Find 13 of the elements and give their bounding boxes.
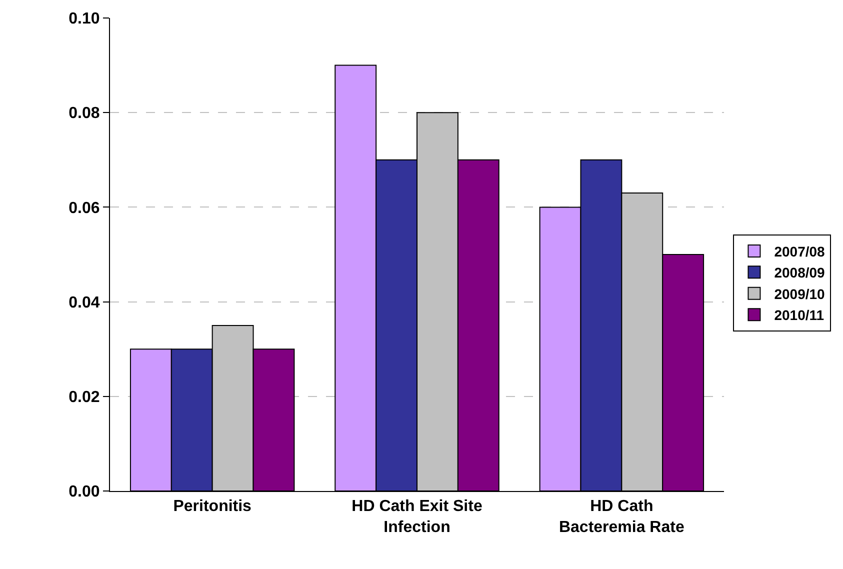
x-tick-label: HD Cath Bacteremia Rate — [558, 498, 684, 536]
x-tick-label: Peritonitis — [173, 498, 252, 516]
y-tick-label: 0.02 — [68, 389, 100, 406]
y-tick-label: 0.08 — [68, 105, 100, 122]
x-tick-label: HD Cath Exit Site Infection — [352, 498, 482, 536]
y-tick-label: 0.06 — [68, 200, 100, 217]
legend-label: 2010/11 — [774, 307, 824, 324]
legend-label: 2008/09 — [774, 264, 826, 281]
legend-label: 2007/08 — [774, 243, 826, 260]
y-tick-label: 0.00 — [68, 484, 100, 501]
legend-label: 2009/10 — [774, 286, 826, 302]
y-tick-label: 0.10 — [68, 10, 100, 28]
y-tick-label: 0.04 — [68, 294, 100, 312]
